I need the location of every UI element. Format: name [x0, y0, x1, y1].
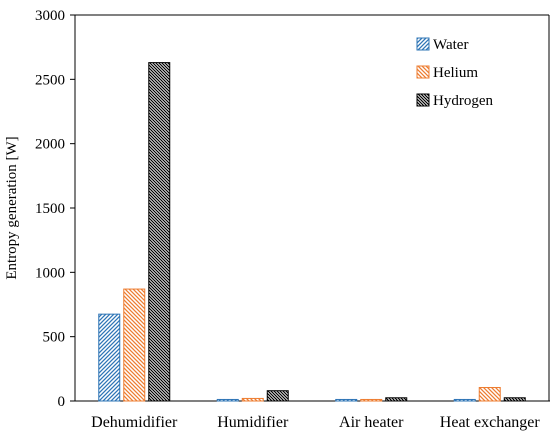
bar-helium-heat-exchanger: [478, 386, 501, 402]
bar-water-air-heater: [335, 398, 358, 402]
x-category-label: Heat exchanger: [440, 414, 541, 431]
legend-label-helium: Helium: [433, 65, 478, 81]
legend-swatch-helium: [416, 65, 430, 79]
y-tick-label: 3000: [35, 8, 65, 24]
legend-label-water: Water: [433, 37, 468, 53]
bar-hydrogen-air-heater: [385, 397, 408, 402]
y-tick-label: 2500: [35, 72, 65, 88]
bar-water-heat-exchanger: [453, 398, 476, 402]
x-category-label: Dehumidifier: [91, 414, 178, 431]
x-category-label: Humidifier: [217, 414, 289, 431]
bar-helium-dehumidifier: [123, 288, 146, 402]
bar-hydrogen-dehumidifier: [148, 62, 171, 402]
y-tick-label: 500: [43, 330, 66, 346]
y-axis-label: Entropy generation [W]: [4, 136, 20, 279]
legend-swatch-water: [416, 37, 430, 51]
y-tick-label: 2000: [35, 137, 65, 153]
bar-water-dehumidifier: [98, 313, 121, 402]
bars: [98, 62, 526, 402]
x-category-label: Air heater: [339, 414, 404, 431]
legend-swatch-hydrogen: [416, 93, 430, 107]
bar-helium-air-heater: [360, 398, 383, 402]
y-tick-labels: 0 500 1000 1500 2000 2500 3000: [35, 8, 75, 410]
y-tick-label: 0: [58, 394, 66, 410]
bar-hydrogen-humidifier: [266, 390, 289, 402]
y-tick-label: 1000: [35, 265, 65, 281]
legend: Water Helium Hydrogen: [416, 37, 493, 109]
category-labels: Dehumidifier Humidifier Air heater Heat exc…: [91, 414, 540, 431]
legend-label-hydrogen: Hydrogen: [433, 93, 493, 109]
y-tick-label: 1500: [35, 201, 65, 217]
bar-water-humidifier: [216, 398, 239, 402]
bar-hydrogen-heat-exchanger: [503, 397, 526, 402]
bar-helium-humidifier: [241, 397, 264, 402]
